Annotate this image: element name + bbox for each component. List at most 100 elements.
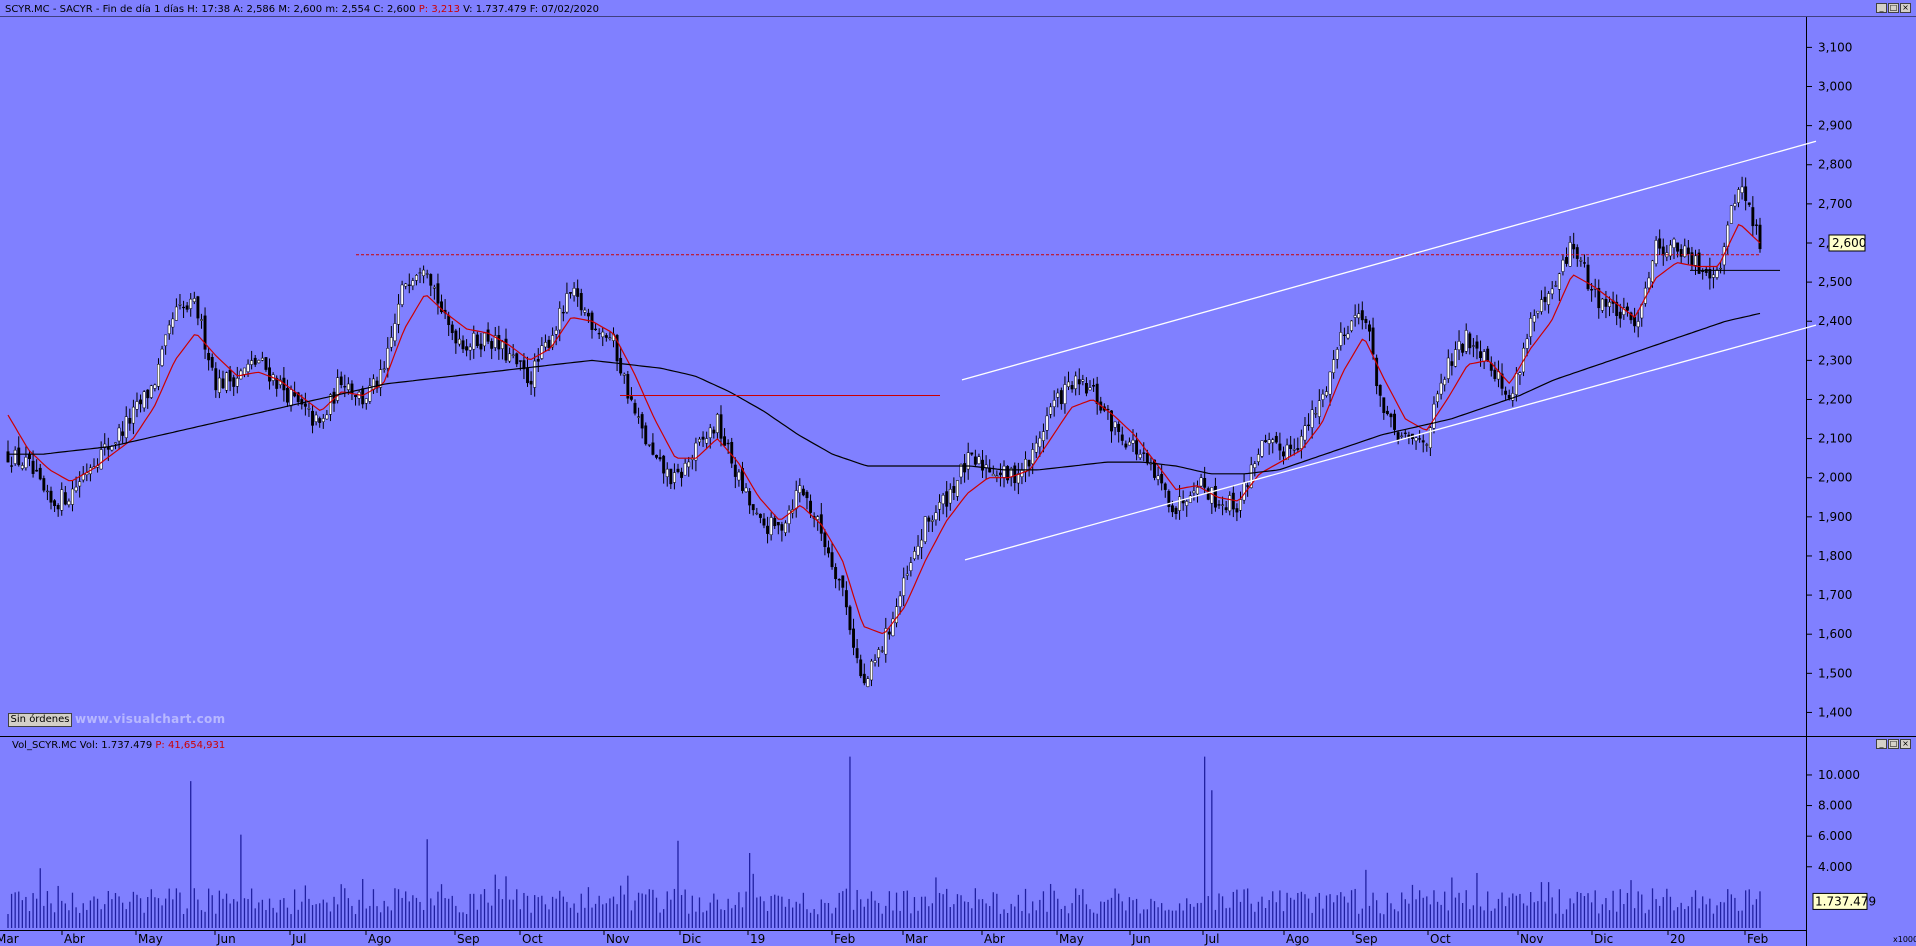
candle-body xyxy=(135,401,139,410)
candle-body xyxy=(1038,437,1042,448)
candle-body xyxy=(1561,259,1565,272)
candle-body xyxy=(604,335,608,338)
minimize-button[interactable]: _ xyxy=(1876,3,1887,13)
volume-restore-button[interactable]: □ xyxy=(1888,739,1899,749)
candle-body xyxy=(45,490,49,493)
candle-body xyxy=(200,319,203,321)
time-tick-label: Feb xyxy=(1747,932,1768,946)
volume-header: Vol_SCYR.MC Vol: 1.737.479 P: 41,654,931 xyxy=(0,736,1916,751)
price-tick-label: 3,000 xyxy=(1818,80,1852,94)
orders-button[interactable]: Sin órdenes xyxy=(8,713,72,727)
candle-body xyxy=(440,301,443,313)
candle-body xyxy=(558,308,562,331)
candle-body xyxy=(973,456,977,465)
candle-body xyxy=(1747,202,1751,205)
candle-body xyxy=(1539,299,1543,312)
candle-body xyxy=(1271,439,1275,443)
candle-body xyxy=(622,373,626,376)
candle-body xyxy=(655,454,658,458)
time-tick-label: 19 xyxy=(750,932,765,946)
candle-body xyxy=(1081,379,1085,382)
close-button[interactable]: × xyxy=(1900,3,1911,13)
candle-body xyxy=(1668,244,1672,257)
candle-body xyxy=(268,367,271,382)
upper-channel-line xyxy=(961,140,1817,381)
volume-close-button[interactable]: × xyxy=(1900,739,1911,749)
price-tick-label: 2,800 xyxy=(1818,158,1852,172)
time-tick-label: Abr xyxy=(64,932,85,946)
candle-body xyxy=(483,332,486,347)
candle-body xyxy=(934,512,938,521)
time-tick-label: 20 xyxy=(1670,932,1685,946)
candle-body xyxy=(887,631,891,635)
candle-body xyxy=(1454,349,1457,367)
candle-body xyxy=(948,489,952,504)
candle-body xyxy=(755,512,759,515)
candle-body xyxy=(938,502,941,510)
candle-body xyxy=(1292,449,1296,451)
price-tick-label: 2,100 xyxy=(1818,432,1852,446)
candle-body xyxy=(371,378,375,390)
candle-body xyxy=(1221,504,1225,506)
candle-body xyxy=(1554,285,1558,287)
candle-body xyxy=(758,513,762,518)
candle-body xyxy=(1092,385,1096,387)
candle-body xyxy=(1002,465,1006,478)
candle-body xyxy=(389,337,393,348)
candle-body xyxy=(346,383,350,390)
candle-body xyxy=(260,357,264,361)
candle-body xyxy=(1256,454,1260,462)
candle-body xyxy=(1364,318,1368,323)
candle-body xyxy=(1618,311,1622,319)
candle-body xyxy=(1582,262,1586,264)
candle-body xyxy=(597,332,601,335)
candle-body xyxy=(669,468,673,485)
candle-body xyxy=(339,376,343,386)
time-x-axis: Mar Abr May Jun Jul Ago Sep Oct Nov Dic 19 Feb Mar Ab… xyxy=(0,930,1768,946)
candle-body xyxy=(1070,385,1074,390)
candle-body xyxy=(1482,351,1486,362)
candle-body xyxy=(1299,436,1303,449)
candle-body xyxy=(1368,324,1371,332)
time-tick-label: Dic xyxy=(682,932,701,946)
watermark-logo: www.visualchart.com xyxy=(75,712,226,726)
candle-body xyxy=(1095,383,1099,404)
candle-body xyxy=(1568,242,1572,267)
candle-body xyxy=(1493,369,1497,379)
candle-body xyxy=(522,360,526,370)
candle-body xyxy=(902,577,906,596)
candle-body xyxy=(583,309,587,313)
candle-body xyxy=(637,416,641,418)
chart-header-text: SCYR.MC - SACYR - Fin de día 1 días H: 1… xyxy=(5,3,599,15)
candle-body xyxy=(1067,381,1070,387)
candle-body xyxy=(393,323,397,342)
candle-body xyxy=(1500,373,1504,389)
candle-body xyxy=(794,490,798,509)
candle-body xyxy=(511,354,515,356)
candle-body xyxy=(547,339,551,349)
candle-body xyxy=(1317,400,1321,417)
candle-body xyxy=(1629,312,1633,321)
candle-body xyxy=(680,471,684,478)
price-tick-label: 1,800 xyxy=(1818,549,1852,563)
candle-body xyxy=(873,660,877,663)
candle-body xyxy=(855,648,859,659)
candle-body xyxy=(472,332,476,350)
volume-minimize-button[interactable]: _ xyxy=(1876,739,1887,749)
candle-body xyxy=(1153,459,1156,478)
candle-body xyxy=(895,606,898,624)
candle-body xyxy=(726,442,730,445)
candle-body xyxy=(1328,371,1332,395)
candle-body xyxy=(569,292,572,294)
candle-body xyxy=(196,296,200,319)
candle-body xyxy=(1608,301,1611,307)
candle-body xyxy=(1074,375,1078,389)
candle-body xyxy=(1217,504,1221,506)
candle-body xyxy=(289,389,293,407)
candle-body xyxy=(916,546,920,556)
candle-body xyxy=(1167,490,1171,507)
candle-body xyxy=(142,391,146,409)
time-tick-label: Sep xyxy=(457,932,480,946)
restore-button[interactable]: □ xyxy=(1888,3,1899,13)
candle-body xyxy=(1199,477,1203,487)
